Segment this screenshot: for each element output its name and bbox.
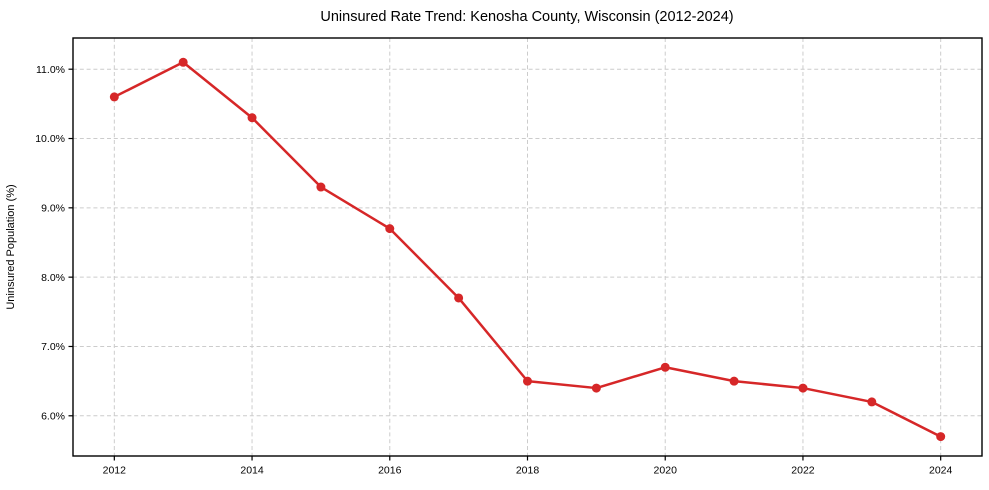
data-point [523,376,532,386]
data-point [591,383,601,393]
axis-ticks: 2012 2014 2016 2018 2020 2022 2024 6.0% 7.0% 8.0%… [35,64,952,477]
data-point [729,376,739,386]
data-point [247,113,257,123]
y-tick-label: 7.0% [41,341,65,353]
data-point [660,362,670,372]
y-tick-label: 9.0% [41,202,65,214]
data-point [316,182,326,192]
x-tick-label: 2018 [516,465,540,477]
x-tick-label: 2024 [929,465,953,477]
data-point [798,383,808,393]
data-point [454,293,464,303]
plot-border [72,37,983,457]
gridlines [73,38,982,456]
y-axis-label: Uninsured Population (%) [5,184,17,309]
x-tick-label: 2012 [103,465,127,477]
x-tick-label: 2016 [378,465,402,477]
x-tick-label: 2020 [654,465,678,477]
data-point [385,224,395,234]
x-tick-label: 2014 [240,465,264,477]
y-tick-label: 11.0% [36,64,65,76]
data-point [178,57,188,67]
data-point [936,432,946,442]
data-series [109,57,946,442]
y-tick-label: 8.0% [41,272,65,284]
chart-title: Uninsured Rate Trend: Kenosha County, Wi… [320,9,733,25]
data-point [867,397,877,407]
data-point [109,92,119,102]
x-tick-label: 2022 [791,465,815,477]
y-tick-label: 6.0% [41,410,65,422]
y-tick-label: 10.0% [35,133,65,145]
